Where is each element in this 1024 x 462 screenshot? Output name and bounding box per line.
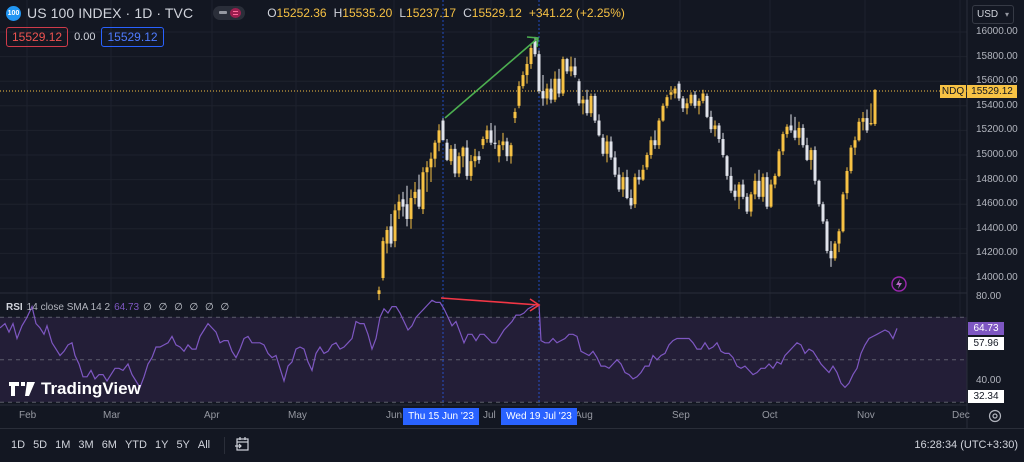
range-button-ytd[interactable]: YTD	[124, 439, 147, 451]
price-tick: 14400.00	[976, 222, 1018, 234]
time-tick: May	[288, 410, 307, 421]
rsi-tick-40: 40.00	[976, 375, 1002, 386]
crosshair-date-tag-2: Wed 19 Jul '23	[501, 408, 577, 425]
open-label: O	[267, 6, 277, 20]
price-tick: 16000.00	[976, 26, 1018, 37]
tradingview-logo-icon	[9, 382, 35, 396]
high-value: 15535.20	[342, 6, 393, 20]
rsi-value: 64.73	[114, 302, 140, 313]
buy-button[interactable]: 15529.12	[101, 27, 164, 47]
time-tick: Mar	[103, 410, 121, 421]
legend-toggle-button[interactable]	[213, 6, 246, 20]
time-tick: Sep	[672, 410, 690, 421]
close-label: C	[463, 6, 472, 20]
close-value: 15529.12	[471, 6, 522, 20]
range-button-1m[interactable]: 1M	[55, 439, 71, 451]
price-tick: 14800.00	[976, 173, 1018, 185]
price-tick: 15000.00	[976, 149, 1018, 160]
minus-icon	[219, 11, 228, 14]
watermark-text: TradingView	[41, 379, 141, 398]
rsi-params: 14 close SMA 14 2	[26, 302, 111, 313]
ohlc-values: O15252.36 H15535.20 L15237.17 C15529.12 …	[267, 6, 625, 20]
price-tick: 15800.00	[976, 50, 1018, 62]
last-price-label: 15529.12	[967, 85, 1017, 98]
time-tick: Nov	[857, 410, 875, 421]
bullish-trend-arrow[interactable]	[444, 36, 539, 119]
range-button-3m[interactable]: 3M	[78, 439, 94, 451]
rsi-name[interactable]: RSI	[6, 302, 23, 313]
spread-value: 0.00	[74, 31, 96, 43]
chevron-down-icon: ▾	[1004, 10, 1009, 19]
rsi-tick-80: 80.00	[976, 291, 1002, 302]
trade-buttons: 15529.12 0.00 15529.12	[6, 27, 164, 47]
currency-label: USD	[977, 9, 999, 20]
range-button-all[interactable]: All	[197, 439, 211, 451]
sell-button[interactable]: 15529.12	[6, 27, 69, 47]
crosshair-date-tag-1: Thu 15 Jun '23	[403, 408, 479, 425]
rsi-band-lines	[0, 316, 967, 403]
low-label: L	[399, 6, 407, 20]
range-button-5y[interactable]: 5Y	[176, 439, 190, 451]
price-tick: 15600.00	[976, 75, 1018, 87]
price-tick: 14600.00	[976, 198, 1018, 210]
time-tick: Jun	[386, 410, 403, 421]
low-value: 15237.17	[406, 6, 457, 20]
change-value: +341.22 (+2.25%)	[528, 6, 625, 20]
candlestick-series	[377, 36, 877, 301]
rsi-value-tag: 64.73	[968, 322, 1004, 335]
clock[interactable]: 16:28:34 (UTC+3:30)	[914, 439, 1018, 451]
divergence-arrow[interactable]	[440, 297, 541, 312]
date-range-buttons: 1D 5D 1M 3M 6M YTD 1Y 5Y All	[11, 439, 210, 451]
time-tick: Oct	[762, 410, 778, 421]
open-value: 15252.36	[276, 6, 327, 20]
rsi-line	[0, 299, 898, 389]
range-button-1y[interactable]: 1Y	[154, 439, 169, 451]
settings-icon[interactable]	[988, 409, 1002, 423]
time-tick: Aug	[575, 410, 593, 421]
symbol-logo-icon: 100	[6, 5, 21, 21]
bottom-toolbar: 1D 5D 1M 3M 6M YTD 1Y 5Y All 16:28:34 (UTC+3:30)	[0, 428, 1024, 462]
range-button-1d[interactable]: 1D	[11, 439, 26, 451]
price-tick: 14000.00	[976, 272, 1018, 283]
range-button-5d[interactable]: 5D	[33, 439, 48, 451]
price-tick: 15200.00	[976, 124, 1018, 136]
symbol-title[interactable]: US 100 INDEX · 1D · TVC	[27, 5, 194, 21]
high-label: H	[333, 6, 343, 20]
rsi-sma-tag: 57.96	[968, 337, 1004, 350]
time-tick: Feb	[19, 410, 37, 421]
go-to-date-icon[interactable]	[234, 436, 250, 452]
currency-selector[interactable]: USD ▾	[972, 5, 1014, 24]
rsi-legend: RSI 14 close SMA 14 2 64.73 ∅ ∅ ∅ ∅ ∅ ∅	[6, 302, 231, 313]
toolbar-divider	[224, 437, 225, 454]
equals-icon	[230, 8, 242, 18]
tradingview-watermark: TradingView	[9, 379, 141, 399]
price-tick: 15400.00	[976, 99, 1018, 111]
lightning-icon[interactable]	[891, 276, 907, 292]
time-tick: Jul	[483, 410, 496, 421]
time-tick: Apr	[204, 410, 220, 421]
time-tick: Dec	[952, 410, 970, 421]
rsi-placeholders: ∅ ∅ ∅ ∅ ∅ ∅	[143, 302, 232, 313]
symbol-last-label: NDQ	[940, 85, 966, 98]
price-tick: 14200.00	[976, 247, 1018, 259]
range-button-6m[interactable]: 6M	[101, 439, 117, 451]
rsi-low-tag: 32.34	[968, 390, 1004, 403]
legend-header: 100 US 100 INDEX · 1D · TVC O15252.36 H1…	[6, 5, 625, 21]
